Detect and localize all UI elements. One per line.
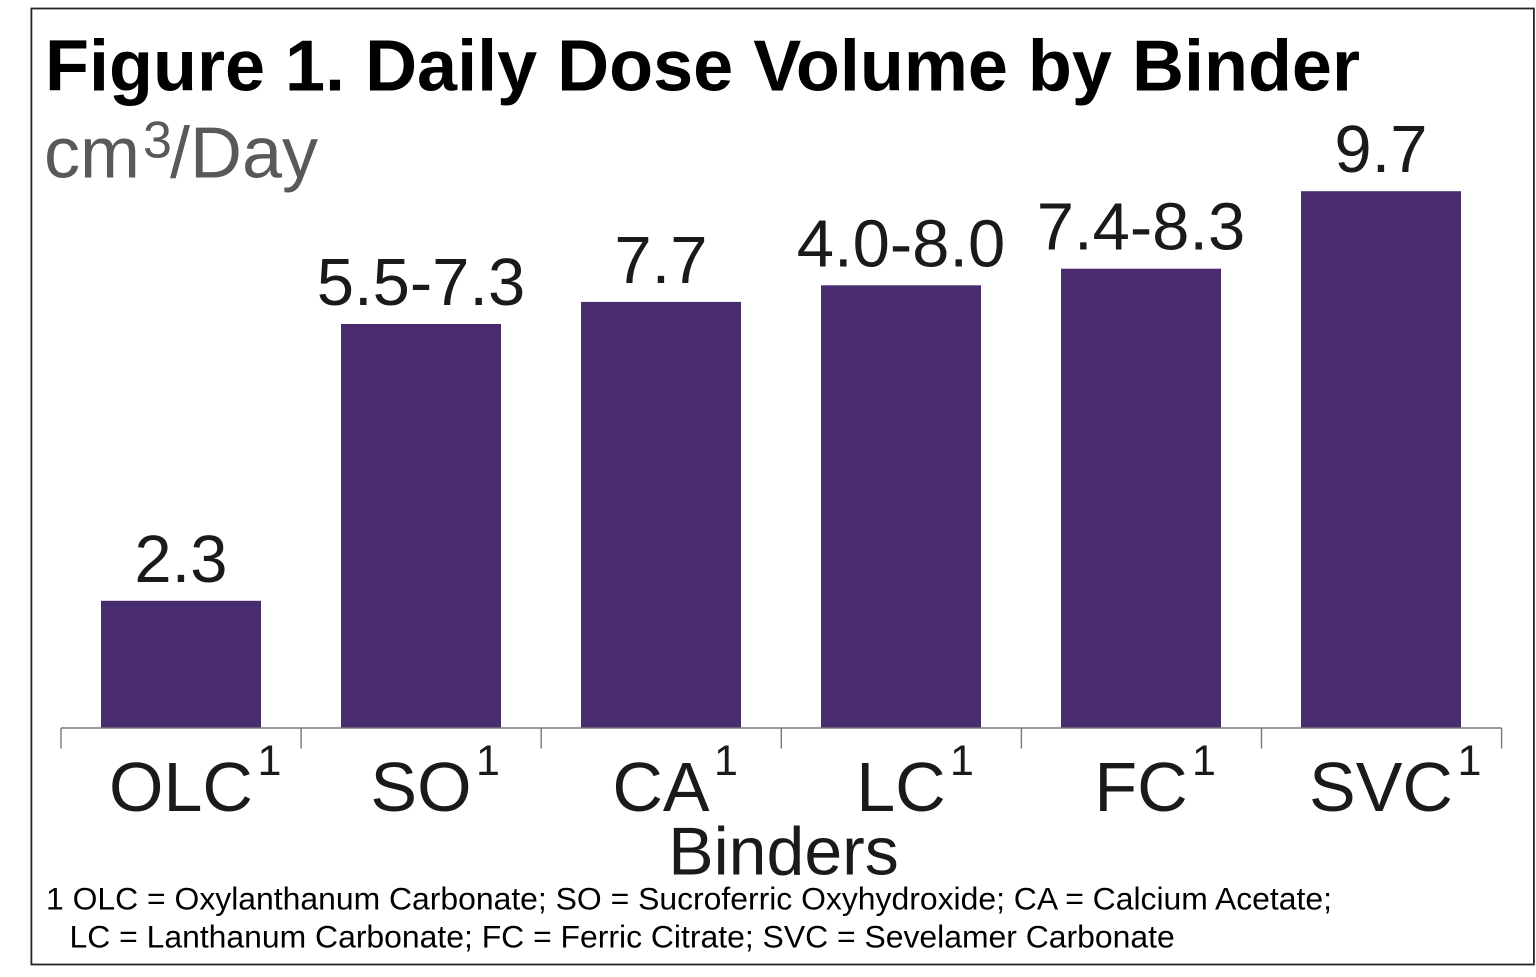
- svg-text:1: 1: [258, 737, 282, 785]
- svg-text:3: 3: [143, 112, 172, 170]
- svg-text:LC = Lanthanum Carbonate; FC =: LC = Lanthanum Carbonate; FC = Ferric Ci…: [70, 919, 1175, 955]
- svg-text:1: 1: [950, 737, 974, 785]
- svg-text:1: 1: [714, 737, 738, 785]
- svg-text:FC: FC: [1094, 748, 1187, 826]
- svg-text:9.7: 9.7: [1334, 112, 1427, 187]
- svg-text:7.4-8.3: 7.4-8.3: [1037, 190, 1246, 265]
- svg-text:CA: CA: [612, 748, 710, 826]
- svg-text:SO: SO: [370, 748, 471, 826]
- svg-text:Binders: Binders: [668, 814, 899, 890]
- svg-text:2.3: 2.3: [134, 522, 227, 597]
- svg-text:1 OLC = Oxylanthanum Carbonate: 1 OLC = Oxylanthanum Carbonate; SO = Suc…: [46, 881, 1332, 917]
- svg-text:/Day: /Day: [170, 113, 318, 193]
- svg-text:1: 1: [1458, 737, 1482, 785]
- svg-text:cm: cm: [44, 113, 140, 193]
- svg-text:OLC: OLC: [109, 748, 253, 826]
- svg-text:7.7: 7.7: [614, 223, 707, 298]
- svg-text:Figure 1. Daily Dose Volume by: Figure 1. Daily Dose Volume by Binder: [45, 27, 1360, 107]
- svg-text:4.0-8.0: 4.0-8.0: [797, 206, 1006, 281]
- svg-text:1: 1: [1192, 737, 1216, 785]
- svg-text:SVC: SVC: [1309, 748, 1453, 826]
- svg-text:5.5-7.3: 5.5-7.3: [317, 245, 526, 320]
- svg-text:1: 1: [476, 737, 500, 785]
- svg-text:LC: LC: [856, 748, 945, 826]
